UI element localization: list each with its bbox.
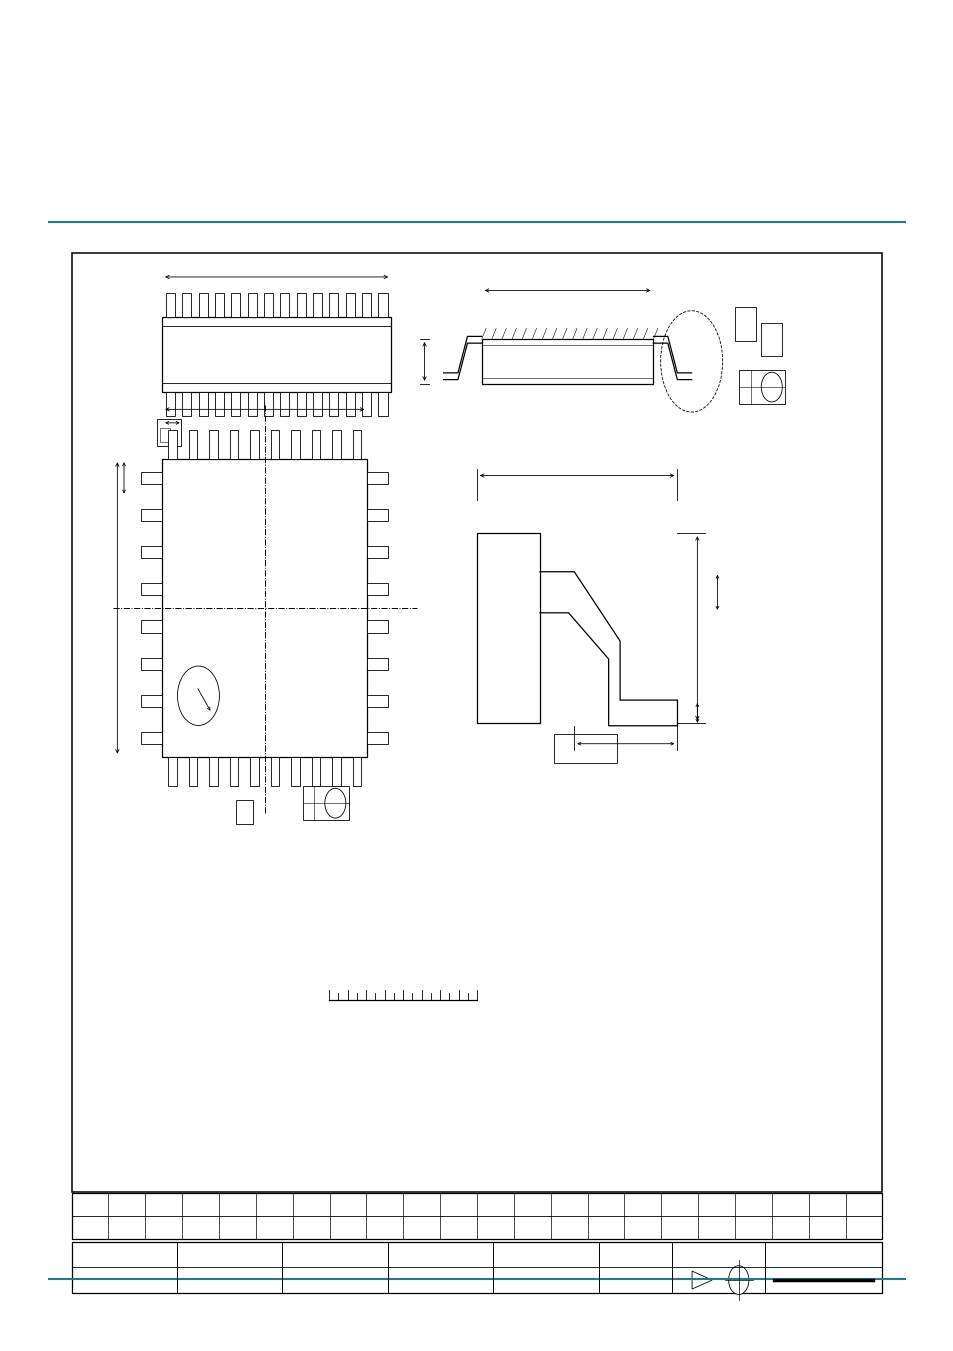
Bar	[182, 293, 191, 317]
Bar	[264, 392, 273, 416]
Bar	[329, 392, 338, 416]
Bar	[367, 584, 388, 596]
Bar	[182, 392, 191, 416]
Bar	[214, 293, 224, 317]
Bar	[367, 509, 388, 521]
Bar	[162, 317, 391, 392]
Bar	[367, 694, 388, 707]
Bar	[367, 658, 388, 670]
Bar	[312, 757, 320, 786]
Bar	[378, 392, 387, 416]
Bar	[166, 392, 174, 416]
Bar	[734, 308, 755, 342]
Bar	[313, 392, 322, 416]
Bar	[141, 584, 162, 596]
Bar	[189, 757, 197, 786]
Circle shape	[760, 373, 781, 403]
Bar	[141, 471, 162, 484]
Bar	[198, 293, 208, 317]
Bar	[378, 293, 387, 317]
Bar	[168, 757, 176, 786]
Bar	[367, 620, 388, 632]
Bar	[264, 293, 273, 317]
Bar	[481, 339, 653, 384]
Bar	[476, 534, 539, 723]
Bar	[296, 392, 305, 416]
Circle shape	[728, 1266, 748, 1294]
Bar	[71, 1193, 882, 1239]
Bar	[71, 253, 882, 1192]
Bar	[230, 430, 238, 459]
Bar	[291, 430, 299, 459]
Bar	[71, 1242, 882, 1293]
Bar	[329, 293, 338, 317]
Bar	[312, 430, 320, 459]
Bar	[198, 392, 208, 416]
Bar	[141, 509, 162, 521]
Bar	[353, 430, 361, 459]
Bar	[280, 392, 289, 416]
Bar	[231, 392, 240, 416]
Bar	[160, 428, 170, 442]
Circle shape	[325, 789, 345, 819]
Bar	[162, 459, 367, 757]
Bar	[345, 293, 355, 317]
Bar	[250, 757, 258, 786]
Bar	[554, 734, 617, 763]
Bar	[760, 323, 781, 357]
Bar	[280, 293, 289, 317]
Bar	[271, 430, 279, 459]
Bar	[367, 732, 388, 744]
Bar	[209, 430, 217, 459]
Bar	[141, 694, 162, 707]
Bar	[209, 757, 217, 786]
Bar	[739, 370, 784, 404]
Bar	[248, 392, 256, 416]
Bar	[141, 658, 162, 670]
Bar	[166, 293, 174, 317]
Bar	[231, 293, 240, 317]
Bar	[157, 419, 181, 446]
Bar	[214, 392, 224, 416]
Bar	[367, 546, 388, 558]
Bar	[313, 293, 322, 317]
Bar	[303, 786, 349, 820]
Bar	[248, 293, 256, 317]
Polygon shape	[691, 1271, 711, 1289]
Bar	[271, 757, 279, 786]
Circle shape	[177, 666, 219, 725]
Bar	[362, 392, 371, 416]
Bar	[250, 430, 258, 459]
Bar	[367, 471, 388, 484]
Bar	[345, 392, 355, 416]
Bar	[296, 293, 305, 317]
Bar	[353, 757, 361, 786]
Bar	[230, 757, 238, 786]
Bar	[168, 430, 176, 459]
Bar	[141, 620, 162, 632]
Bar	[141, 546, 162, 558]
Bar	[141, 732, 162, 744]
Bar	[291, 757, 299, 786]
Bar	[332, 757, 340, 786]
Bar	[332, 430, 340, 459]
Bar	[362, 293, 371, 317]
Bar	[189, 430, 197, 459]
Bar	[236, 800, 253, 824]
